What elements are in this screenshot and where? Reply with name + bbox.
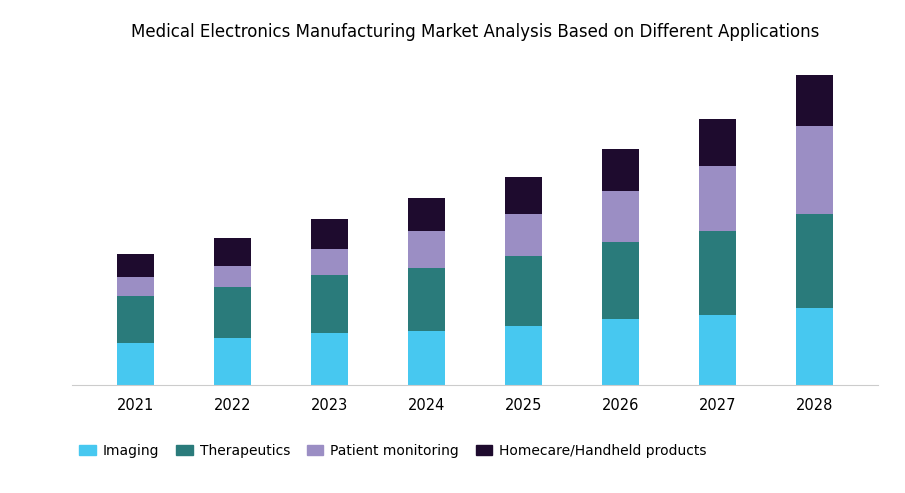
Bar xyxy=(408,331,445,385)
Bar xyxy=(602,149,639,191)
Bar xyxy=(796,214,834,308)
Bar xyxy=(505,214,542,256)
Bar xyxy=(408,198,445,231)
Bar xyxy=(214,238,251,266)
Bar xyxy=(408,268,445,331)
Bar xyxy=(117,254,154,278)
Bar xyxy=(796,126,834,214)
Bar xyxy=(214,266,251,287)
Bar xyxy=(796,308,834,385)
Title: Medical Electronics Manufacturing Market Analysis Based on Different Application: Medical Electronics Manufacturing Market… xyxy=(131,23,819,41)
Bar xyxy=(505,256,542,326)
Bar xyxy=(311,333,348,385)
Bar xyxy=(602,191,639,243)
Bar xyxy=(408,231,445,268)
Bar xyxy=(700,315,736,385)
Bar xyxy=(214,338,251,385)
Bar xyxy=(602,319,639,385)
Bar xyxy=(700,119,736,166)
Bar xyxy=(796,74,834,126)
Bar xyxy=(117,296,154,343)
Bar xyxy=(505,326,542,385)
Bar xyxy=(117,278,154,296)
Bar xyxy=(505,177,542,214)
Bar xyxy=(700,166,736,231)
Bar xyxy=(214,287,251,338)
Legend: Imaging, Therapeutics, Patient monitoring, Homecare/Handheld products: Imaging, Therapeutics, Patient monitorin… xyxy=(80,444,707,458)
Bar xyxy=(700,231,736,315)
Bar xyxy=(117,343,154,385)
Bar xyxy=(311,219,348,249)
Bar xyxy=(311,249,348,275)
Bar xyxy=(602,243,639,319)
Bar xyxy=(311,275,348,333)
